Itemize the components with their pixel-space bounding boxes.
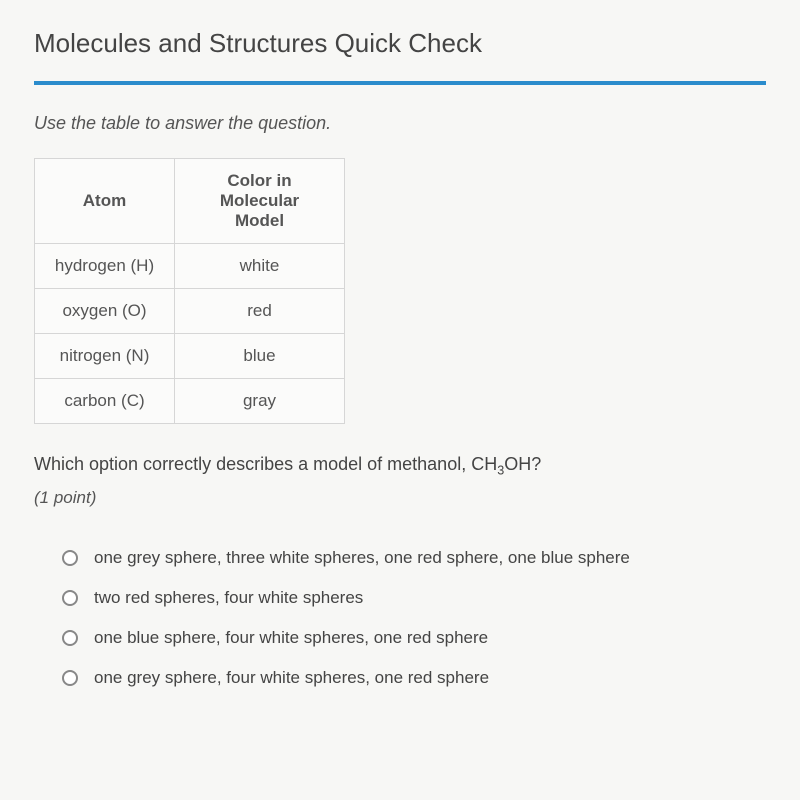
cell-atom: carbon (C) <box>35 379 175 424</box>
question-prefix: Which option correctly describes a model… <box>34 454 497 474</box>
cell-color: blue <box>175 334 345 379</box>
points-label: (1 point) <box>34 488 766 508</box>
radio-icon <box>62 630 78 646</box>
option-label: two red spheres, four white spheres <box>94 588 363 608</box>
question-suffix: OH? <box>504 454 541 474</box>
cell-atom: oxygen (O) <box>35 289 175 334</box>
option-2[interactable]: one blue sphere, four white spheres, one… <box>62 628 766 648</box>
page-title: Molecules and Structures Quick Check <box>34 28 766 59</box>
radio-icon <box>62 550 78 566</box>
option-label: one grey sphere, four white spheres, one… <box>94 668 489 688</box>
table-row: nitrogen (N) blue <box>35 334 345 379</box>
cell-color: gray <box>175 379 345 424</box>
table-header-color: Color in Molecular Model <box>175 159 345 244</box>
option-1[interactable]: two red spheres, four white spheres <box>62 588 766 608</box>
cell-atom: hydrogen (H) <box>35 244 175 289</box>
cell-color: red <box>175 289 345 334</box>
instruction-text: Use the table to answer the question. <box>34 113 766 134</box>
radio-icon <box>62 590 78 606</box>
table-header-atom: Atom <box>35 159 175 244</box>
table-row: hydrogen (H) white <box>35 244 345 289</box>
options-group: one grey sphere, three white spheres, on… <box>34 548 766 688</box>
cell-color: white <box>175 244 345 289</box>
table-row: oxygen (O) red <box>35 289 345 334</box>
question-text: Which option correctly describes a model… <box>34 454 766 478</box>
cell-atom: nitrogen (N) <box>35 334 175 379</box>
atom-color-table: Atom Color in Molecular Model hydrogen (… <box>34 158 345 424</box>
option-label: one blue sphere, four white spheres, one… <box>94 628 488 648</box>
title-divider <box>34 81 766 85</box>
table-row: carbon (C) gray <box>35 379 345 424</box>
radio-icon <box>62 670 78 686</box>
option-label: one grey sphere, three white spheres, on… <box>94 548 630 568</box>
option-0[interactable]: one grey sphere, three white spheres, on… <box>62 548 766 568</box>
option-3[interactable]: one grey sphere, four white spheres, one… <box>62 668 766 688</box>
